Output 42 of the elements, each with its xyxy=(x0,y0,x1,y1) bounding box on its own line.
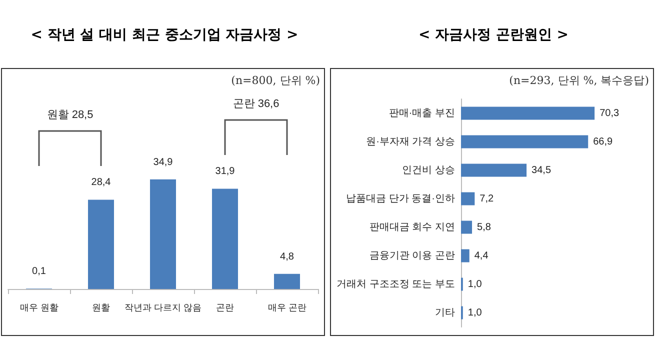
y-tick-label: 원·부자재 가격 상승 xyxy=(366,136,455,148)
bar xyxy=(461,106,595,120)
text: 원활 28,5 xyxy=(46,108,94,122)
x-tick-label: 매우 곤란 xyxy=(268,302,306,312)
y-tick-label: 거래처 구조조정 또는 부도 xyxy=(336,278,455,290)
data-label: 1,0 xyxy=(468,278,482,290)
data-label: 70,3 xyxy=(600,108,620,119)
text: 곤란 36,6 xyxy=(232,96,280,111)
y-tick-label: 판매·매출 부진 xyxy=(388,108,455,119)
bar xyxy=(461,249,470,262)
bar xyxy=(274,274,300,289)
bar xyxy=(150,179,176,289)
chart-title: < 자금사정 곤란원인 > xyxy=(417,27,570,43)
data-label: 0,1 xyxy=(32,266,46,278)
bar xyxy=(212,188,238,289)
bar xyxy=(461,135,588,148)
data-label: 1,0 xyxy=(468,307,482,318)
x-tick-label: 작년과 다르지 않음 xyxy=(124,302,202,312)
data-label: 28,4 xyxy=(91,177,112,188)
chart-title: < 작년 설 대비 최근 중소기업 자금사정 > xyxy=(30,27,300,43)
data-label: 7,2 xyxy=(480,193,494,204)
data-label: 34,9 xyxy=(153,156,174,168)
data-label: 34,5 xyxy=(532,164,552,176)
y-tick-label: 인건비 상승 xyxy=(402,164,455,176)
y-tick-label: 판매대금 회수 지연 xyxy=(369,222,455,233)
y-tick-label: 금융기관 이용 곤란 xyxy=(369,250,455,262)
data-label: 4,8 xyxy=(280,251,294,262)
x-tick-label: 원활 xyxy=(92,302,110,312)
bar xyxy=(461,164,527,177)
chart-subtitle: (n=800, 단위 %) xyxy=(231,73,320,88)
x-tick-label: 곤란 xyxy=(216,302,234,312)
data-label: 5,8 xyxy=(477,222,492,233)
data-label: 66,9 xyxy=(593,136,614,148)
x-tick-label: 매우 원활 xyxy=(20,302,58,312)
chart-subtitle: (n=293, 단위 %, 복수응답) xyxy=(509,73,649,88)
y-tick-label: 기타 xyxy=(435,307,455,318)
data-label: 4,4 xyxy=(474,250,489,262)
y-tick-label: 납품대금 단가 동결·인하 xyxy=(346,193,455,204)
bar xyxy=(461,192,475,206)
bar xyxy=(461,220,472,234)
bar xyxy=(88,200,114,289)
data-label: 31,9 xyxy=(215,166,236,178)
